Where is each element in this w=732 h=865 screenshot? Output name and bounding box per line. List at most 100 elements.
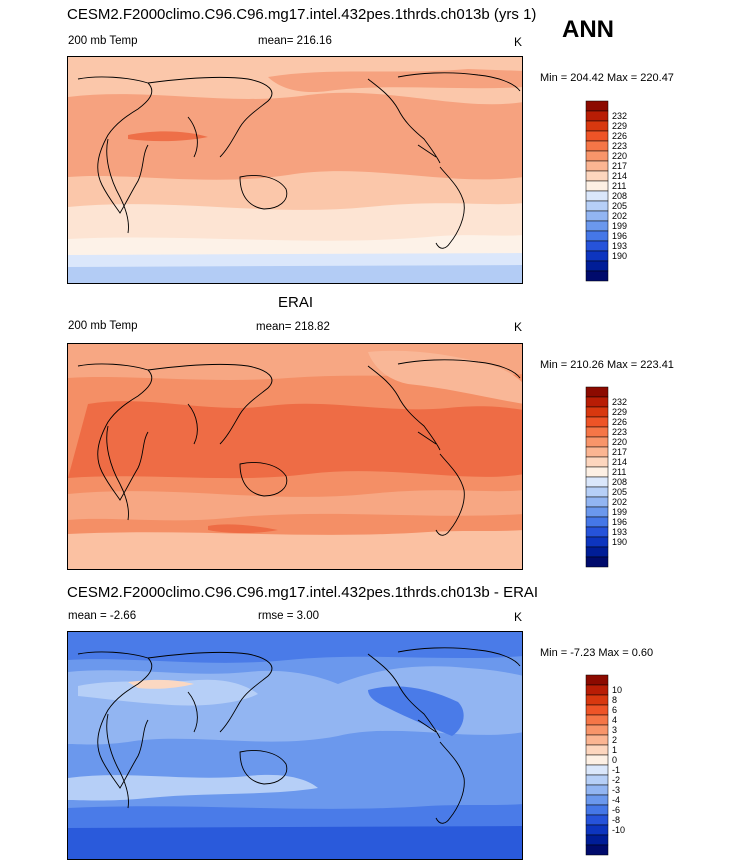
panel1-map [67, 56, 523, 284]
colorbar-tick-label: 223 [612, 141, 627, 151]
colorbar-swatch [585, 844, 609, 856]
colorbar-tick-label: 205 [612, 487, 627, 497]
colorbar-swatch [585, 260, 609, 272]
panel3-rmse-label: rmse = 3.00 [258, 610, 320, 622]
colorbar-tick-label: 208 [612, 191, 627, 201]
colorbar-tick-label: 217 [612, 447, 627, 457]
panel1-title: CESM2.F2000climo.C96.C96.mg17.intel.432p… [67, 6, 537, 23]
colorbar-swatch [585, 834, 609, 846]
colorbar-swatch [585, 774, 609, 786]
colorbar-swatch [585, 170, 609, 182]
colorbar-tick-label: -10 [612, 825, 625, 835]
panel3-title: CESM2.F2000climo.C96.C96.mg17.intel.432p… [67, 584, 539, 601]
panel2-colorbar: 232 229 226 223 220 217 214 211 208 205 202 199 196 1… [585, 386, 636, 573]
colorbar-tick-label: 4 [612, 715, 617, 725]
colorbar-swatch [585, 694, 609, 706]
colorbar-swatch [585, 210, 609, 222]
colorbar-swatch [585, 426, 609, 438]
panel3-units-label: K [514, 610, 523, 624]
colorbar-swatch [585, 120, 609, 132]
colorbar-swatch [585, 416, 609, 428]
colorbar-swatch [585, 270, 609, 282]
colorbar-tick-label: 217 [612, 161, 627, 171]
colorbar-tick-label: 3 [612, 725, 617, 735]
colorbar-tick-label: -6 [612, 805, 620, 815]
panel2-map [67, 343, 523, 570]
colorbar-swatch [585, 386, 609, 398]
colorbar-tick-label: 2 [612, 735, 617, 745]
colorbar-swatch [585, 674, 609, 686]
colorbar-tick-label: -1 [612, 765, 620, 775]
colorbar-tick-label: -4 [612, 795, 620, 805]
colorbar-swatch [585, 814, 609, 826]
colorbar-tick-label: 199 [612, 221, 627, 231]
colorbar-swatch [585, 396, 609, 408]
colorbar-tick-label: -2 [612, 775, 620, 785]
colorbar-swatch [585, 704, 609, 716]
colorbar-swatch [585, 230, 609, 242]
panel2-units-label: K [514, 320, 523, 334]
colorbar-swatch [585, 190, 609, 202]
colorbar-swatch [585, 804, 609, 816]
panel1-minmax-label: Min = 204.42 Max = 220.47 [540, 72, 674, 84]
colorbar-tick-label: 0 [612, 755, 617, 765]
panel3-minmax-label: Min = -7.23 Max = 0.60 [540, 647, 654, 659]
colorbar-tick-label: 214 [612, 171, 627, 181]
colorbar-tick-label: 1 [612, 745, 617, 755]
panel1-units-label: K [514, 35, 523, 49]
colorbar-tick-label: 199 [612, 507, 627, 517]
colorbar-swatch [585, 240, 609, 252]
colorbar-tick-label: 211 [612, 181, 626, 191]
colorbar-tick-label: 190 [612, 251, 627, 261]
colorbar-tick-label: 10 [612, 685, 622, 695]
colorbar-tick-label: 6 [612, 705, 617, 715]
colorbar-swatch [585, 406, 609, 418]
panel1-variable-label: 200 mb Temp [68, 35, 138, 47]
colorbar-tick-label: 208 [612, 477, 627, 487]
colorbar-tick-label: 232 [612, 397, 627, 407]
colorbar-swatch [585, 496, 609, 508]
colorbar-tick-label: 211 [612, 467, 626, 477]
panel2-title: ERAI [278, 294, 314, 311]
colorbar-tick-label: 190 [612, 537, 627, 547]
colorbar-swatch [585, 536, 609, 548]
colorbar-swatch [585, 250, 609, 262]
colorbar-swatch [585, 824, 609, 836]
colorbar-swatch [585, 546, 609, 558]
colorbar-swatch [585, 794, 609, 806]
panel2-variable-label: 200 mb Temp [68, 320, 138, 332]
colorbar-tick-label: 196 [612, 517, 627, 527]
colorbar-tick-label: -3 [612, 785, 620, 795]
colorbar-tick-label: 205 [612, 201, 627, 211]
colorbar-tick-label: 202 [612, 211, 627, 221]
colorbar-tick-label: 229 [612, 407, 627, 417]
colorbar-tick-label: 196 [612, 231, 627, 241]
colorbar-tick-label: 193 [612, 527, 627, 537]
colorbar-tick-label: 229 [612, 121, 627, 131]
colorbar-tick-label: 214 [612, 457, 627, 467]
colorbar-swatch [585, 140, 609, 152]
colorbar-swatch [585, 130, 609, 142]
colorbar-swatch [585, 200, 609, 212]
panel1-mean-label: mean= 216.16 [258, 35, 332, 47]
colorbar-swatch [585, 724, 609, 736]
colorbar-swatch [585, 220, 609, 232]
season-label: ANN [562, 16, 614, 43]
panel3-mean-label: mean = -2.66 [68, 610, 137, 622]
panel3-map [67, 631, 523, 860]
colorbar-tick-label: 193 [612, 241, 627, 251]
colorbar-tick-label: -8 [612, 815, 620, 825]
panel1-colorbar: 232 229 226 223 220 217 214 211 208 205 202 199 196 1… [585, 100, 636, 287]
colorbar-swatch [585, 516, 609, 528]
colorbar-swatch [585, 100, 609, 112]
panel2-mean-label: mean= 218.82 [256, 321, 330, 333]
colorbar-swatch [585, 110, 609, 122]
colorbar-swatch [585, 180, 609, 192]
colorbar-tick-label: 226 [612, 131, 627, 141]
colorbar-swatch [585, 476, 609, 488]
colorbar-swatch [585, 160, 609, 172]
colorbar-swatch [585, 744, 609, 756]
colorbar-swatch [585, 714, 609, 726]
colorbar-tick-label: 232 [612, 111, 627, 121]
colorbar-swatch [585, 526, 609, 538]
